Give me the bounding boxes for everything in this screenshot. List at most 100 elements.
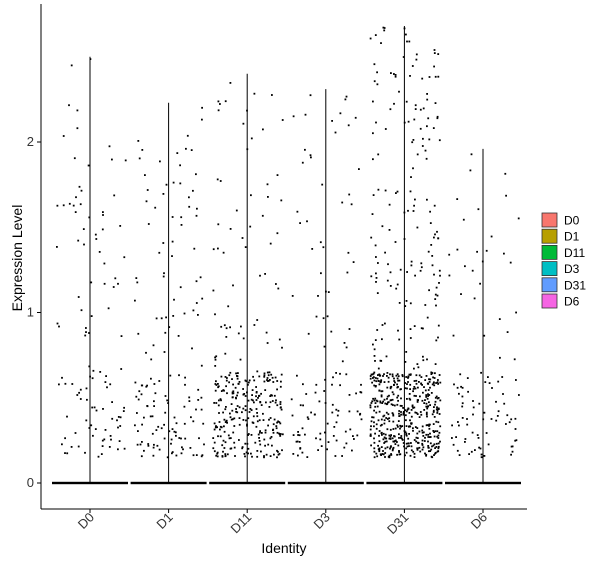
- x-tick-label: D0: [75, 510, 97, 532]
- data-point: [196, 207, 198, 210]
- data-point: [320, 445, 323, 447]
- data-point: [332, 435, 335, 437]
- data-point: [404, 431, 407, 434]
- data-point: [141, 441, 143, 443]
- data-point: [411, 405, 414, 408]
- y-tick-label: 0: [27, 475, 34, 490]
- data-point: [416, 399, 419, 401]
- data-point: [315, 437, 317, 440]
- data-point: [377, 262, 379, 264]
- data-point: [382, 438, 385, 441]
- data-point: [379, 381, 382, 383]
- data-point: [408, 40, 411, 43]
- data-point: [258, 440, 261, 442]
- data-point: [392, 404, 394, 406]
- data-point: [145, 351, 147, 354]
- data-point: [395, 192, 397, 194]
- data-point: [422, 355, 424, 358]
- data-point: [385, 403, 388, 406]
- data-point: [418, 374, 421, 377]
- data-point: [255, 391, 258, 394]
- data-point: [349, 428, 352, 431]
- data-point: [201, 454, 204, 457]
- data-point: [433, 377, 436, 379]
- data-point: [376, 83, 379, 86]
- legend-label-d11: D11: [564, 246, 585, 260]
- data-point: [485, 432, 488, 434]
- data-point: [216, 451, 219, 454]
- data-point: [144, 174, 146, 176]
- data-point: [271, 394, 273, 397]
- data-point: [259, 430, 261, 432]
- data-point: [462, 218, 465, 221]
- data-point: [376, 292, 379, 294]
- data-point: [275, 427, 278, 430]
- legend-swatch-d31: [541, 277, 558, 293]
- data-point: [326, 448, 328, 451]
- data-point: [393, 377, 395, 380]
- data-point: [172, 181, 175, 184]
- data-point: [322, 317, 325, 320]
- data-point: [310, 156, 312, 159]
- data-point: [396, 190, 399, 193]
- data-point: [392, 414, 395, 417]
- data-point: [386, 418, 389, 420]
- data-point: [394, 381, 396, 384]
- data-point: [373, 80, 376, 83]
- data-point: [455, 436, 457, 438]
- data-point: [427, 433, 430, 436]
- data-point: [242, 419, 245, 421]
- data-point: [249, 225, 252, 228]
- data-point: [68, 104, 70, 107]
- data-point: [458, 454, 461, 456]
- data-point: [483, 334, 486, 337]
- data-point: [238, 423, 241, 426]
- data-point: [219, 435, 222, 438]
- data-point: [374, 377, 377, 379]
- data-point: [299, 447, 302, 449]
- data-point: [192, 309, 195, 312]
- data-point: [374, 339, 377, 341]
- data-point: [414, 411, 417, 414]
- data-point: [146, 405, 149, 407]
- data-point: [391, 373, 394, 376]
- data-point: [383, 381, 386, 383]
- data-point: [271, 376, 274, 379]
- data-point: [153, 383, 156, 385]
- data-point: [394, 440, 396, 442]
- data-point: [373, 421, 375, 424]
- data-point: [416, 437, 419, 439]
- data-point: [216, 455, 219, 458]
- data-point: [236, 411, 239, 414]
- data-point: [413, 367, 415, 370]
- data-point: [383, 414, 386, 417]
- data-point: [380, 390, 383, 393]
- data-point: [77, 296, 80, 298]
- data-point: [508, 421, 511, 424]
- data-point: [192, 189, 194, 192]
- x-tick-label: D31: [384, 510, 411, 537]
- data-point: [377, 444, 379, 447]
- data-point: [234, 386, 237, 389]
- data-point: [407, 437, 410, 440]
- data-point: [80, 309, 83, 312]
- data-point: [422, 431, 425, 434]
- data-point: [154, 392, 157, 395]
- data-point: [296, 440, 299, 443]
- data-point: [255, 395, 257, 398]
- data-point: [377, 153, 380, 156]
- data-point: [149, 415, 152, 418]
- data-point: [430, 244, 433, 246]
- data-point: [414, 104, 417, 107]
- data-point: [410, 409, 413, 411]
- data-point: [339, 112, 342, 115]
- data-point: [429, 450, 432, 452]
- data-point: [427, 445, 430, 447]
- data-point: [76, 109, 79, 112]
- data-point: [236, 377, 239, 380]
- data-point: [372, 132, 374, 135]
- data-point: [434, 430, 437, 433]
- data-point: [379, 374, 381, 377]
- data-point: [56, 246, 58, 248]
- data-point: [374, 34, 377, 36]
